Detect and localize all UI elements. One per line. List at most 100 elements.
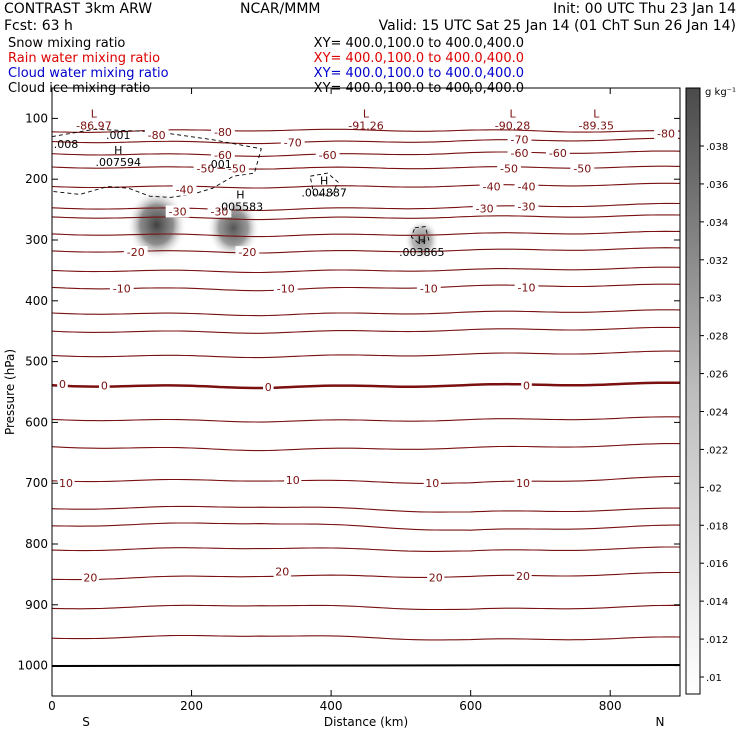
isotherm-label-bg	[211, 125, 235, 138]
x-tick-label: 400	[320, 699, 343, 713]
cloud-ice-contour	[52, 128, 262, 198]
plot-frame	[51, 87, 681, 697]
isotherm-label: 0	[265, 381, 272, 394]
isotherm-line	[52, 137, 680, 145]
isotherm-label-bg	[211, 148, 235, 161]
south-end-label: S	[82, 715, 90, 729]
colorbar-tick-label: .026	[706, 370, 728, 381]
colorbar-tick-label: .014	[706, 597, 728, 608]
extremum-value: -91.26	[348, 120, 383, 133]
isotherm-label: -80	[214, 126, 232, 139]
isotherm-label-bg	[273, 282, 298, 295]
y-tick-label: 400	[25, 294, 48, 308]
colorbar-tick-label: .038	[706, 142, 728, 153]
colorbar-ticks: .038 .036 .034 .032 .03 .028 .026 .024 .022 .02 .0…	[700, 142, 728, 684]
x-axis: 0 200 400 600 800	[48, 88, 622, 713]
colorbar-tick-label: .03	[706, 294, 722, 305]
isotherm-label: 20	[83, 571, 97, 584]
isotherm-label: 10	[516, 477, 530, 490]
isotherm-label-bg	[57, 477, 75, 490]
isotherm-label-bg	[514, 180, 539, 193]
isotherm-label: -40	[518, 180, 536, 193]
isotherm-label: -50	[197, 162, 215, 175]
extremum-value: .004887	[301, 186, 347, 199]
isotherm-label-bg	[165, 205, 190, 218]
isotherm-label: 20	[275, 565, 289, 578]
isotherm-label-bg	[207, 205, 232, 218]
isotherm-label-bg	[654, 127, 678, 140]
isotherm-label: 10	[425, 477, 439, 490]
isotherm-line	[52, 381, 680, 390]
extremum-value: -89.35	[579, 120, 614, 133]
cloud-ice-contour	[309, 172, 339, 197]
colorbar-tick-label: .01	[706, 673, 722, 684]
isotherm-label: -60	[319, 149, 337, 162]
isotherm-label-bg	[284, 474, 302, 487]
isotherm-labels: -80 -80 -80-70 -70-60 -60 -60 -60-50 -50 -50 -50-…	[57, 125, 678, 584]
field-xy: XY= 400.0,100.0 to 400.0,400.0	[314, 36, 524, 51]
field-xy: XY= 400.0,100.0 to 400.0,400.0	[314, 66, 524, 81]
extremum-marker: L	[91, 108, 98, 121]
valid-time: Valid: 15 UTC Sat 25 Jan 14 (01 ChT Sun …	[379, 18, 736, 34]
isotherm-label: -30	[476, 202, 494, 215]
extremum-value: -86.97	[76, 120, 111, 133]
isotherm-label-bg	[479, 180, 504, 193]
isotherm-label: -10	[518, 281, 536, 294]
isotherm-label-bg	[472, 202, 497, 215]
isotherm-label: -30	[169, 205, 187, 218]
colorbar-tick-label: .016	[706, 559, 728, 570]
colorbar-tick-label: .02	[706, 483, 722, 494]
isotherm-label-bg	[315, 148, 340, 161]
plot-area: -80 -80 -80-70 -70-60 -60 -60 -60-50 -50 -50 -50-…	[52, 108, 680, 641]
isotherm-label-bg	[521, 379, 532, 392]
isotherm-label-bg	[416, 282, 441, 295]
isotherm-label-bg	[123, 246, 148, 259]
isotherm-line	[52, 150, 680, 157]
colorbar-tick-label: .032	[706, 256, 728, 267]
contour-value-label: .008	[54, 138, 79, 151]
cloud-ice-contours	[52, 128, 430, 244]
colorbar-tick-label: .018	[706, 521, 728, 532]
y-tick-label: 500	[25, 355, 48, 369]
extrema-labels: L-86.97L-91.26L-90.28L-89.35H.007594H.00…	[54, 108, 614, 259]
y-tick-label: 800	[25, 537, 48, 551]
isotherm-line	[52, 214, 680, 221]
isotherm-line	[52, 634, 680, 641]
colorbar: g kg⁻¹ .038.036.034.032.03.028.026.024.0…	[685, 87, 736, 695]
isotherm-line	[52, 266, 680, 274]
field-name: Cloud water mixing ratio	[8, 66, 169, 81]
header: CONTRAST 3km ARW NCAR/MMM Init: 00 UTC T…	[4, 1, 736, 96]
isotherm-label-bg	[497, 162, 521, 175]
isotherm-label: 10	[286, 474, 300, 487]
x-tick-label: 600	[459, 699, 482, 713]
field-name: Snow mixing ratio	[8, 36, 125, 51]
extremum-marker: L	[509, 108, 516, 121]
x-tick-label: 800	[599, 699, 622, 713]
isotherm-label-bg	[273, 565, 291, 578]
cloud-ice-contour	[410, 226, 430, 244]
extremum-marker: H	[418, 234, 426, 247]
isotherm-label-bg	[172, 183, 197, 196]
isotherm-line	[52, 604, 680, 611]
isotherm-line	[52, 326, 680, 334]
isotherm-label-bg	[235, 246, 260, 259]
isotherm-label: -50	[500, 162, 518, 175]
isotherm-line	[52, 182, 680, 189]
isotherm-label: -50	[573, 162, 591, 175]
isotherm-line	[52, 247, 680, 254]
isotherm-label: -40	[483, 180, 501, 193]
isotherm-label-bg	[144, 128, 169, 141]
isotherm-label-bg	[514, 281, 539, 294]
isotherm-label: -40	[176, 184, 194, 197]
x-tick-label: 200	[180, 699, 203, 713]
isotherm-line	[52, 350, 680, 359]
y-tick-label: 700	[25, 476, 48, 490]
isotherm-label: -30	[518, 201, 536, 214]
isotherms	[52, 128, 680, 641]
field-list: Snow mixing ratio XY= 400.0,100.0 to 400.…	[8, 36, 524, 96]
isotherm-label-bg	[193, 162, 218, 175]
colorbar-tick-label: .022	[706, 445, 728, 456]
y-tick-label: 1000	[17, 659, 48, 673]
snow-shading	[126, 189, 440, 261]
